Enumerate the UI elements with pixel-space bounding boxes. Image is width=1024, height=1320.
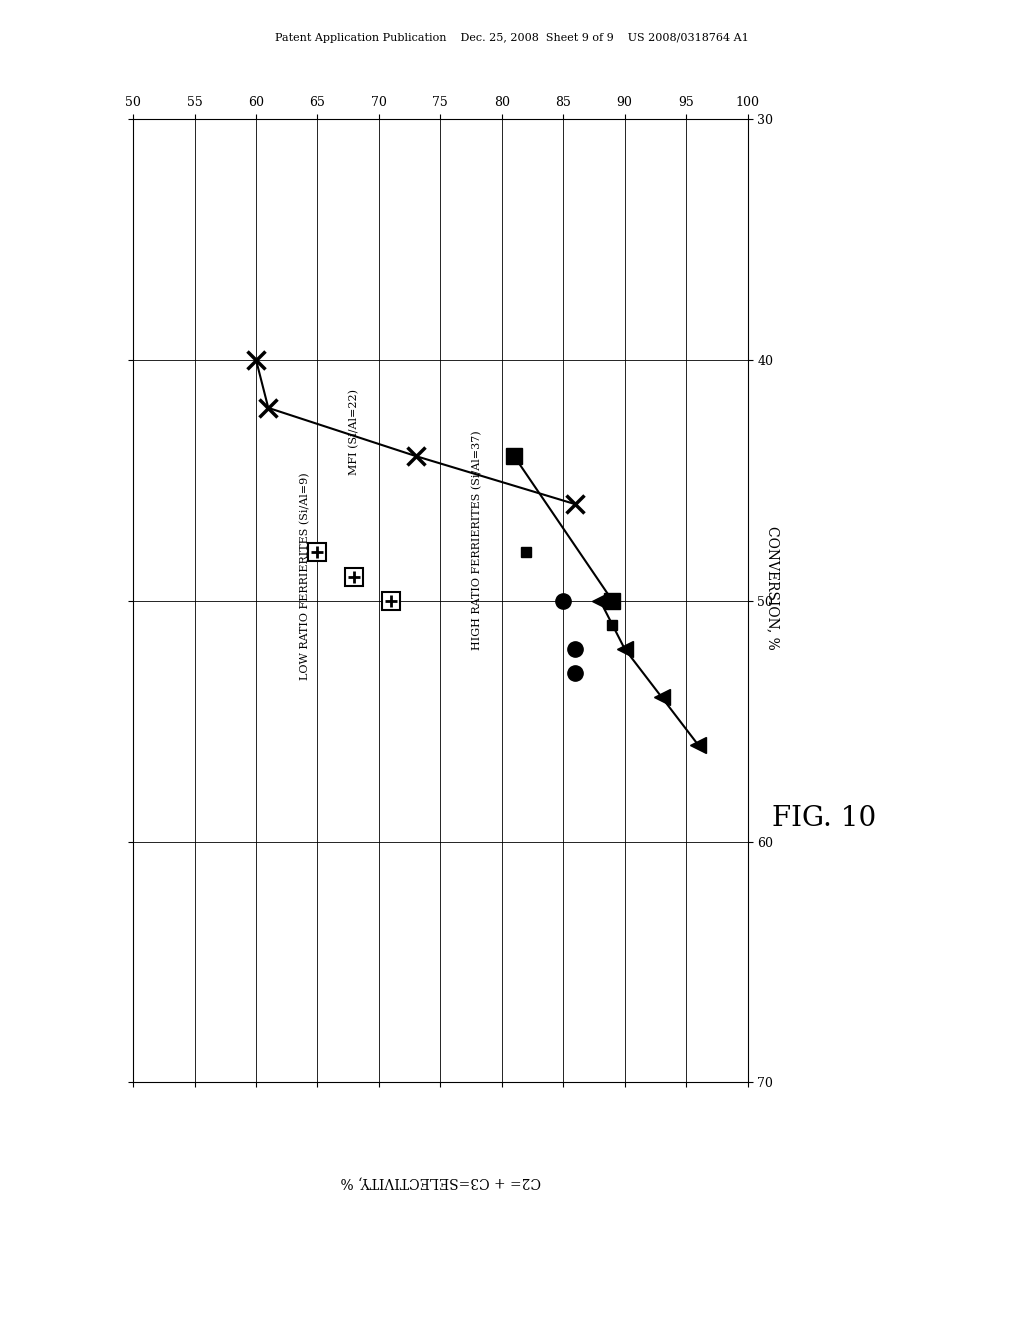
Text: MFI (Si/Al=22): MFI (Si/Al=22) (349, 389, 359, 475)
Text: LOW RATIO FERRIERITES (Si/Al=9): LOW RATIO FERRIERITES (Si/Al=9) (300, 473, 310, 680)
Text: FIG. 10: FIG. 10 (772, 805, 877, 832)
Text: HIGH RATIO FERRIERITES (Si/Al=37): HIGH RATIO FERRIERITES (Si/Al=37) (472, 430, 482, 651)
Text: C2= + C3=SELECTIVITY, %: C2= + C3=SELECTIVITY, % (340, 1175, 541, 1188)
Text: CONVERSION, %: CONVERSION, % (766, 525, 780, 649)
Text: Patent Application Publication    Dec. 25, 2008  Sheet 9 of 9    US 2008/0318764: Patent Application Publication Dec. 25, … (275, 33, 749, 44)
